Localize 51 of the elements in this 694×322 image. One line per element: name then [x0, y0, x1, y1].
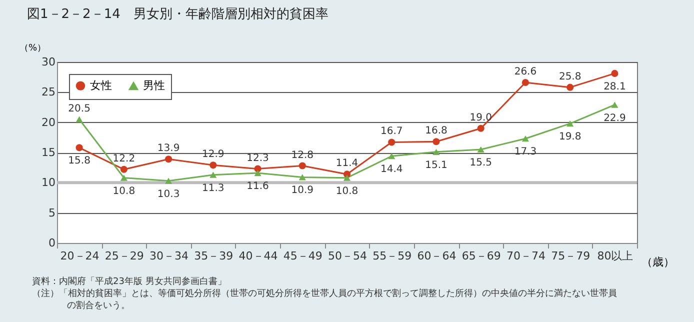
x-tick-label: 75－79	[551, 250, 590, 262]
x-tick-label: 65－69	[462, 250, 501, 262]
y-tick-label: 10	[42, 176, 56, 190]
y-axis-title: （%）	[20, 44, 46, 54]
x-tick-label: 55－59	[372, 250, 412, 262]
data-label: 15.8	[68, 156, 90, 167]
x-axis-title: （歳）	[642, 256, 674, 268]
x-tick-label: 35－39	[194, 250, 234, 262]
data-label: 25.8	[558, 71, 582, 82]
x-tick-label: 40－44	[238, 250, 278, 262]
data-label: 10.8	[336, 186, 358, 197]
data-label: 22.9	[604, 112, 626, 124]
data-label: 16.7	[380, 126, 403, 138]
data-label: 19.0	[470, 112, 492, 124]
y-tick-label: 25	[42, 86, 56, 99]
data-label: 10.9	[291, 185, 314, 196]
y-tick-label: 15	[42, 146, 56, 159]
x-tick-label: 25－29	[104, 250, 144, 262]
data-label: 13.9	[157, 143, 180, 154]
data-label: 14.4	[380, 164, 403, 176]
data-label: 28.1	[604, 81, 626, 92]
data-label: 10.8	[112, 186, 136, 197]
y-tick-label: 30	[42, 56, 56, 68]
text: 資料：内閣府「平成23年版 男女共同参画白書」	[32, 276, 226, 287]
data-label: 16.8	[425, 126, 448, 137]
data-label: 12.2	[112, 153, 136, 164]
text: の割合をいう。	[67, 300, 130, 311]
x-tick-label: 70－74	[506, 250, 546, 262]
data-label: 10.3	[157, 188, 180, 200]
x-tick-label: 30－34	[150, 250, 189, 262]
x-tick-label: 80以上	[597, 250, 634, 262]
y-tick-label: 5	[48, 206, 56, 220]
data-label: 12.3	[246, 152, 269, 164]
data-label: 11.3	[202, 182, 224, 194]
x-tick-label: 60－64	[417, 250, 456, 262]
data-label: 11.6	[246, 181, 269, 192]
text: （注）「相対的貧困率」とは、等価可処分所得（世帯の可処分所得を世帯人員の平方根で割って調整した所得）の中央値の半分に満たない世帯員	[32, 288, 617, 299]
x-tick-label: 45－49	[283, 250, 322, 262]
data-label: 20.5	[68, 103, 90, 114]
x-tick-label: 20－24	[60, 250, 100, 262]
data-label: 19.8	[558, 132, 582, 143]
y-tick-label: 0	[48, 236, 56, 250]
legend-label: 男性	[143, 79, 165, 92]
legend-label: 女性	[90, 78, 112, 92]
y-tick-label: 20	[42, 116, 56, 129]
data-label: 15.5	[470, 157, 492, 168]
data-label: 26.6	[514, 66, 537, 78]
x-tick-label: 50－54	[328, 250, 367, 262]
chart-title: 図1－2－2－14 男女別・年齢階層別相対的貧困率	[27, 6, 328, 22]
data-label: 15.1	[425, 160, 448, 171]
data-label: 11.4	[336, 158, 358, 170]
